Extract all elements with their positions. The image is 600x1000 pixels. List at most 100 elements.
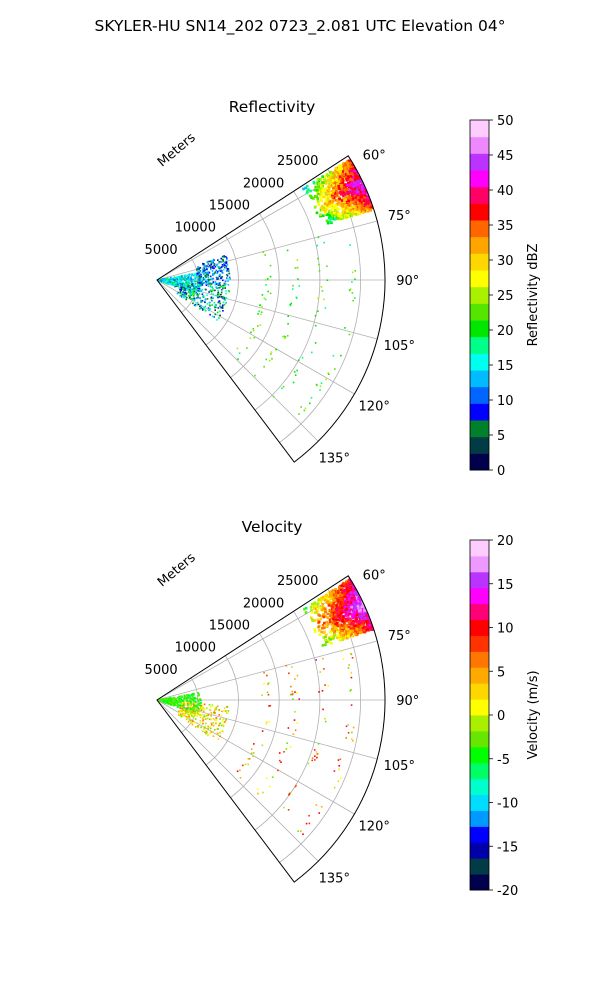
echo-gate [344,173,348,176]
echo-gate [330,642,333,645]
colorbar-tick-label: 20 [497,324,514,339]
echo-gate [205,715,208,717]
echo-gate [194,705,196,707]
echo-gate [211,265,214,268]
echo-gate [292,698,294,700]
echo-gate [316,192,320,196]
echo-gate [331,625,334,629]
echo-gate [325,620,328,624]
echo-gate [195,703,197,705]
echo-gate [291,690,293,693]
echo-gate [327,209,331,213]
echo-gate [215,722,217,725]
echo-gate [211,705,214,708]
echo-gate [266,278,269,280]
echo-gate [339,611,343,615]
echo-gate [349,208,353,212]
echo-gate [208,718,211,721]
echo-gate [305,822,308,825]
echo-gate [182,705,185,708]
echo-gate [227,279,229,282]
echo-gate [199,290,201,292]
echo-gate [355,198,359,202]
colorbar-tick-label: 35 [497,219,514,234]
echo-gate [350,704,353,706]
echo-gate [212,296,214,299]
echo-gate [365,620,368,624]
echo-gate [214,272,216,274]
echo-gate [207,307,210,309]
echo-gate [289,304,292,307]
echo-gate [341,207,344,210]
echo-gate [315,611,319,614]
echo-gate [178,699,181,702]
echo-gate [357,210,361,213]
echo-gate [343,163,347,167]
echo-gate [342,194,345,197]
echo-gate [174,279,176,282]
echo-gate [200,276,202,278]
echo-gate [338,632,342,635]
echo-gate [282,335,284,338]
echo-gate [180,280,183,282]
echo-gate [192,708,195,710]
azimuth-tick-label: 60° [363,149,386,164]
echo-gate [247,758,250,760]
echo-gate [196,269,198,271]
echo-gate [172,704,174,706]
echo-gate [189,699,191,702]
echo-gate [341,626,344,629]
echo-gate [282,386,285,388]
echo-gate [205,722,207,725]
echo-gate [189,296,191,299]
echo-gate [337,173,340,176]
echo-gate [331,192,335,195]
echo-gate [317,310,319,313]
echo-gate [206,717,209,720]
echo-gate [355,202,359,206]
echo-gate [352,616,356,619]
echo-gate [257,325,259,327]
echo-gate [314,189,318,192]
echo-gate [194,275,197,278]
echo-gate [296,722,298,724]
echo-gate [176,702,179,704]
echo-gate [260,313,262,316]
echo-gate [170,703,172,706]
echo-gate [351,738,353,740]
echo-gate [325,378,327,381]
echo-gate [170,278,172,280]
echo-gate [187,721,190,723]
echo-gate [324,209,327,213]
echo-gate [322,605,325,608]
echo-gate [319,213,322,216]
echo-gate [202,710,205,713]
echo-gate [331,215,335,219]
echo-gate [284,337,286,340]
echo-gate [202,717,204,719]
echo-gate [206,267,209,270]
echo-gate [210,714,212,717]
range-ring [205,235,239,346]
echo-gate [308,814,310,817]
echo-gate [203,726,205,728]
echo-gate [209,709,211,711]
echo-gate [311,351,313,354]
echo-gate [339,606,342,610]
echo-gate [184,710,186,712]
echo-gate [339,170,343,173]
azimuth-tick-label: 120° [359,819,390,834]
echo-gate [181,283,184,285]
echo-gate [201,730,204,733]
echo-gate [289,303,292,306]
echo-gate [331,174,335,177]
echo-gate [204,725,207,727]
echo-gate [287,809,290,811]
echo-gate [316,756,318,759]
echo-gate [325,601,329,604]
echo-gate [348,210,352,213]
echo-gate [172,700,175,703]
echo-gate [248,758,251,760]
echo-gate [294,678,296,680]
echo-gate [223,255,225,257]
